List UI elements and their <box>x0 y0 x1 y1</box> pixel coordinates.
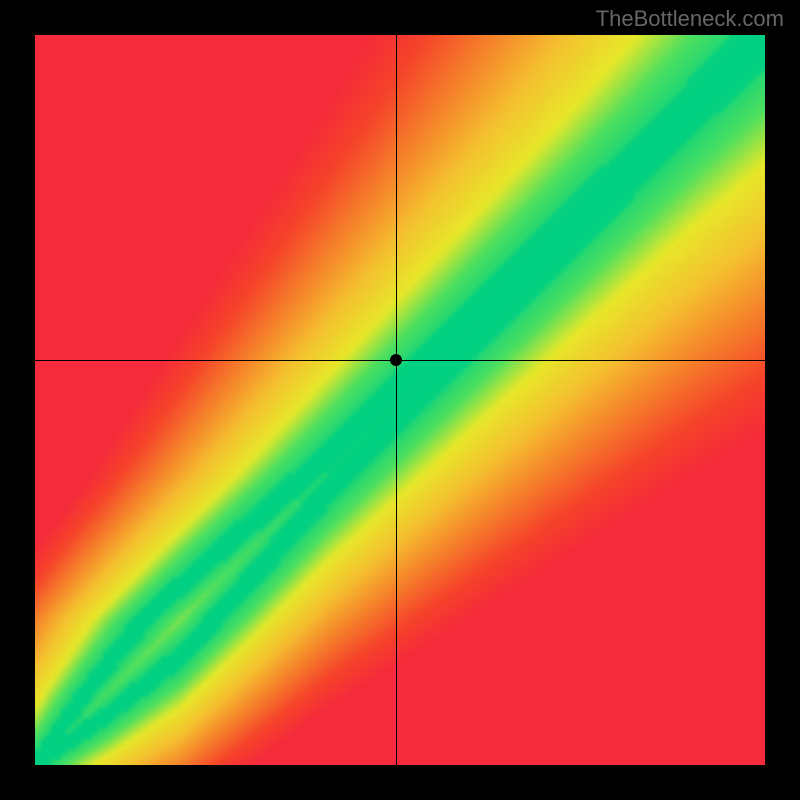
crosshair-vertical <box>396 35 397 765</box>
bottleneck-heatmap-chart <box>35 35 765 765</box>
crosshair-marker <box>390 354 402 366</box>
watermark-text: TheBottleneck.com <box>596 6 784 32</box>
heatmap-canvas <box>35 35 765 765</box>
